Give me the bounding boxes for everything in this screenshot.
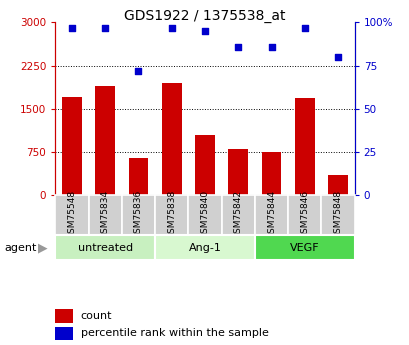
Bar xyxy=(254,195,288,235)
Bar xyxy=(321,195,354,235)
Text: ▶: ▶ xyxy=(38,241,47,254)
Text: GSM75842: GSM75842 xyxy=(233,190,242,239)
Text: GSM75548: GSM75548 xyxy=(67,190,76,239)
Text: untreated: untreated xyxy=(77,243,133,253)
Bar xyxy=(55,195,88,235)
Bar xyxy=(228,149,247,195)
Text: GSM75838: GSM75838 xyxy=(167,190,176,239)
Point xyxy=(201,28,208,34)
Point xyxy=(102,25,108,30)
Text: count: count xyxy=(81,311,112,321)
Bar xyxy=(55,309,73,323)
Text: GSM75840: GSM75840 xyxy=(200,190,209,239)
Text: GDS1922 / 1375538_at: GDS1922 / 1375538_at xyxy=(124,9,285,23)
Text: GSM75844: GSM75844 xyxy=(266,190,275,239)
Text: VEGF: VEGF xyxy=(289,243,319,253)
Point xyxy=(234,44,241,49)
Text: Ang-1: Ang-1 xyxy=(188,243,221,253)
Bar xyxy=(188,195,221,235)
Bar xyxy=(155,195,188,235)
Bar xyxy=(294,98,314,195)
Text: agent: agent xyxy=(4,243,36,253)
Bar xyxy=(327,175,347,195)
Point xyxy=(334,54,340,60)
Bar xyxy=(261,152,281,195)
Bar xyxy=(288,195,321,235)
Bar xyxy=(128,158,148,195)
Bar xyxy=(55,235,155,260)
Point xyxy=(135,68,142,73)
Bar xyxy=(195,135,214,195)
Point xyxy=(168,25,175,30)
Point xyxy=(69,25,75,30)
Text: GSM75836: GSM75836 xyxy=(134,190,143,239)
Bar xyxy=(121,195,155,235)
Point xyxy=(267,44,274,49)
Text: GSM75846: GSM75846 xyxy=(299,190,308,239)
Bar xyxy=(254,235,354,260)
Bar xyxy=(62,97,82,195)
Bar xyxy=(162,83,181,195)
Bar xyxy=(95,86,115,195)
Text: GSM75834: GSM75834 xyxy=(101,190,110,239)
Bar xyxy=(55,327,73,340)
Bar xyxy=(221,195,254,235)
Text: percentile rank within the sample: percentile rank within the sample xyxy=(81,328,268,338)
Bar xyxy=(88,195,121,235)
Point xyxy=(301,25,307,30)
Bar xyxy=(155,235,254,260)
Text: GSM75848: GSM75848 xyxy=(333,190,342,239)
